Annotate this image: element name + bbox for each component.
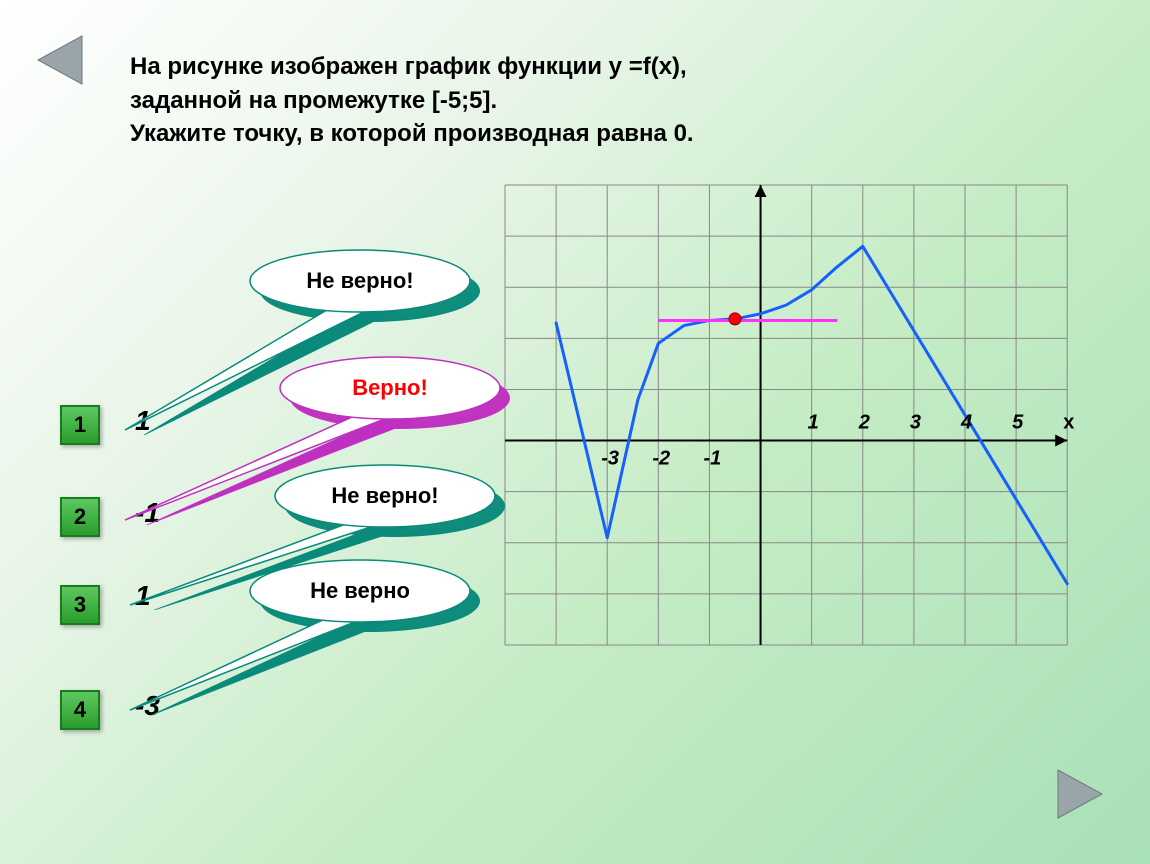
svg-text:4: 4 bbox=[960, 412, 972, 434]
feedback-bubble: Не верно bbox=[125, 550, 490, 715]
question-line: Укажите точку, в которой производная рав… bbox=[130, 117, 830, 151]
svg-text:5: 5 bbox=[1012, 412, 1024, 434]
nav-forward-button[interactable] bbox=[1050, 764, 1110, 824]
function-chart: -3 -2 -1 1 2 3 4 5 х bbox=[500, 180, 1120, 650]
question-line: заданной на промежутке [-5;5]. bbox=[130, 84, 830, 118]
answer-button-1[interactable]: 1 bbox=[60, 405, 100, 445]
answer-button-3[interactable]: 3 bbox=[60, 585, 100, 625]
svg-text:-2: -2 bbox=[652, 448, 670, 470]
svg-text:3: 3 bbox=[910, 412, 921, 434]
svg-text:-1: -1 bbox=[703, 448, 721, 470]
feedback-bubble-text: Не верно bbox=[250, 560, 470, 622]
svg-text:2: 2 bbox=[858, 412, 870, 434]
answer-button-4[interactable]: 4 bbox=[60, 690, 100, 730]
feedback-bubble-text: Не верно! bbox=[250, 250, 470, 312]
feedback-bubble-text: Не верно! bbox=[275, 465, 495, 527]
answer-button-2[interactable]: 2 bbox=[60, 497, 100, 537]
svg-text:-3: -3 bbox=[601, 448, 619, 470]
svg-text:х: х bbox=[1063, 412, 1074, 434]
chart-svg: -3 -2 -1 1 2 3 4 5 х bbox=[500, 180, 1120, 650]
svg-text:1: 1 bbox=[808, 412, 819, 434]
triangle-right-icon bbox=[1050, 764, 1110, 824]
question-text: На рисунке изображен график функции у =f… bbox=[130, 50, 830, 151]
nav-back-button[interactable] bbox=[30, 30, 90, 90]
triangle-left-icon bbox=[30, 30, 90, 90]
feedback-bubble-text: Верно! bbox=[280, 357, 500, 419]
question-line: На рисунке изображен график функции у =f… bbox=[130, 50, 830, 84]
